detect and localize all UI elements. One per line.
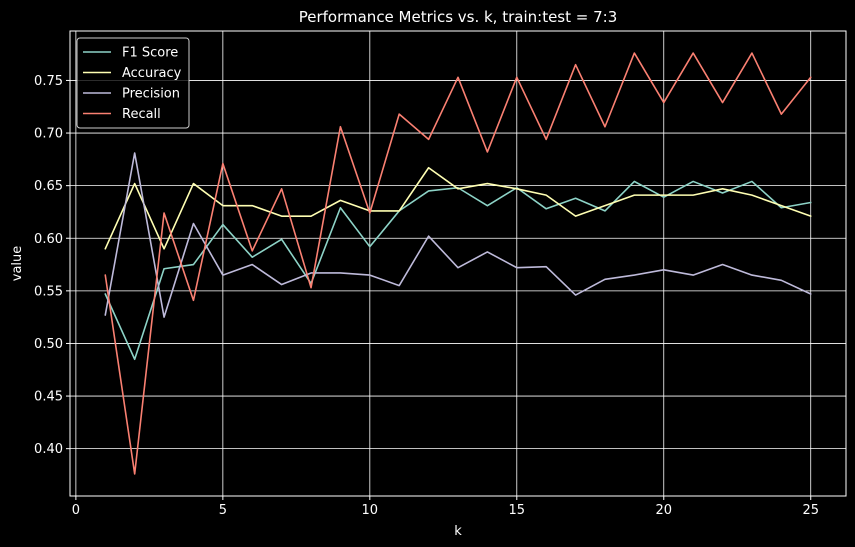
y-tick-label: 0.70 — [34, 127, 63, 142]
y-tick-label: 0.60 — [34, 232, 63, 247]
y-tick-label: 0.40 — [34, 442, 63, 457]
y-tick-label: 0.50 — [34, 337, 63, 352]
legend-items: F1 Score Accuracy Precision Recall — [83, 46, 182, 122]
x-tick-label: 25 — [802, 503, 819, 518]
legend-box — [76, 37, 190, 129]
legend-label-recall: Recall — [122, 107, 161, 122]
grid-lines — [70, 31, 846, 496]
legend: F1 Score Accuracy Precision Recall — [76, 37, 190, 129]
x-tick-label: 0 — [72, 503, 80, 518]
legend-label-accuracy: Accuracy — [122, 66, 182, 81]
series-line-accuracy — [104, 166, 812, 250]
series-line-precision — [104, 152, 812, 318]
x-tick-label: 5 — [219, 503, 227, 518]
y-axis-label: value — [10, 246, 25, 282]
x-tick-label: 15 — [509, 503, 526, 518]
legend-label-precision: Precision — [122, 87, 180, 102]
y-axis-ticks: 0.40 0.45 0.50 0.55 0.60 0.65 0.70 0.75 — [34, 74, 70, 457]
x-axis-label: k — [454, 524, 462, 539]
y-tick-label: 0.55 — [34, 284, 63, 299]
series-line-recall — [104, 52, 812, 475]
y-tick-label: 0.65 — [34, 179, 63, 194]
x-tick-label: 10 — [362, 503, 379, 518]
y-tick-label: 0.75 — [34, 74, 63, 89]
y-tick-label: 0.45 — [34, 390, 63, 405]
legend-label-f1-score: F1 Score — [122, 46, 178, 61]
x-axis-ticks: 0 5 10 15 20 25 — [72, 496, 819, 518]
plot-area-frame — [69, 30, 847, 497]
x-tick-label: 20 — [655, 503, 672, 518]
series-line-f1-score — [104, 180, 812, 361]
series-lines — [104, 52, 812, 475]
chart-title: Performance Metrics vs. k, train:test = … — [299, 8, 618, 26]
